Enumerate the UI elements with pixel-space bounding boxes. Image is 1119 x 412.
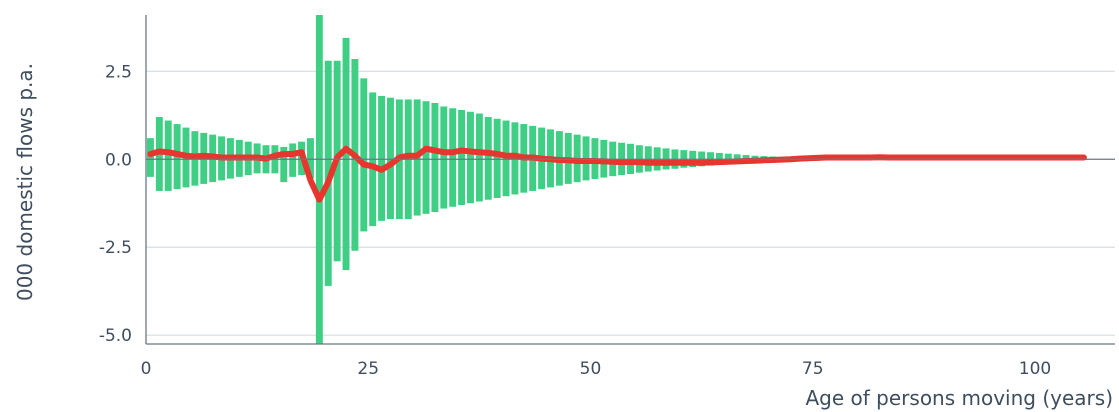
y-tick-labels: 2.5 0.0 -2.5 -5.0 [99,62,132,346]
y-axis-title: 000 domestic flows p.a. [13,63,37,301]
bar-age-19 [315,15,323,344]
bar-age-31 [422,101,430,214]
bar-age-18 [306,138,314,179]
bar-age-15 [280,146,288,183]
bar-age-0 [146,138,154,177]
bar-age-35 [458,110,466,206]
y-tick-label: 2.5 [105,62,132,82]
y-tick-label: -5.0 [99,326,132,346]
bar-age-16 [289,143,297,177]
net-flow-line-group [147,145,1087,203]
x-tick-label: 25 [357,359,379,379]
x-tick-label: 0 [141,359,152,379]
y-tick-label: -2.5 [99,238,132,258]
bar-age-2 [164,120,172,191]
bar-age-22 [342,37,350,271]
x-tick-label: 75 [802,359,824,379]
net-flow-line [147,145,1087,203]
x-tick-label: 50 [580,359,602,379]
bar-age-36 [467,111,474,204]
bar-age-34 [449,108,457,207]
bar-age-39 [493,118,501,198]
x-axis-title: Age of persons moving (years) [806,386,1114,410]
bar-age-33 [440,106,448,209]
x-tick-labels: 0 25 50 75 100 [141,359,1052,379]
range-bars [146,15,1088,344]
bar-age-37 [475,113,483,202]
bar-age-27 [387,97,394,220]
gridlines [146,70,1115,336]
y-tick-label: 0.0 [105,150,132,170]
bar-age-26 [378,95,386,221]
bar-age-32 [431,102,439,213]
bar-age-24 [360,78,368,232]
x-tick-label: 100 [1019,359,1051,379]
bar-age-38 [484,117,492,200]
axes [145,15,1115,345]
